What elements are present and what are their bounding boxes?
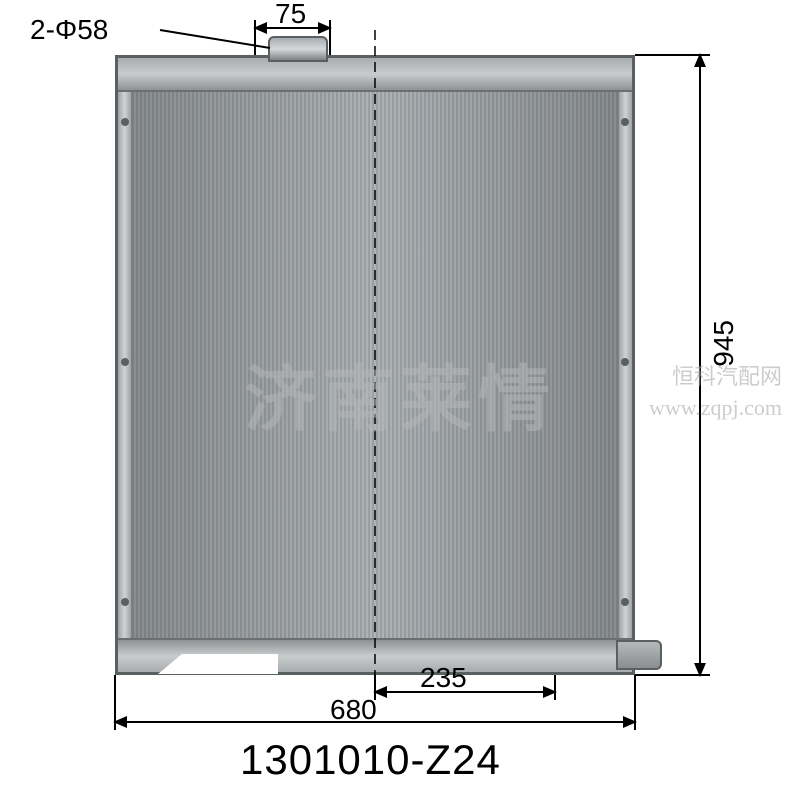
- dim-top-offset: 75: [275, 0, 306, 30]
- bolt-icon: [121, 598, 129, 606]
- dim-port-spec: 2-Φ58: [30, 14, 108, 46]
- dim-width: 680: [330, 694, 377, 726]
- bolt-icon: [621, 598, 629, 606]
- bolt-icon: [621, 118, 629, 126]
- bolt-icon: [121, 118, 129, 126]
- part-number: 1301010-Z24: [240, 736, 501, 784]
- radiator-outlet-port: [616, 640, 662, 670]
- radiator-inlet-port: [268, 36, 328, 62]
- radiator-core-fins: [132, 92, 618, 638]
- dim-bottom-offset: 235: [420, 662, 467, 694]
- watermark-right: 恒科汽配网 www.zqpj.com: [649, 362, 782, 424]
- watermark-right-line1: 恒科汽配网: [649, 362, 782, 393]
- watermark-right-line2: www.zqpj.com: [649, 393, 782, 424]
- dim-height: 945: [708, 320, 740, 367]
- bolt-icon: [621, 358, 629, 366]
- radiator-top-tank: [118, 58, 632, 92]
- radiator-body: [115, 55, 635, 675]
- diagram-stage: 2-Φ58 75 945 235 680 1301010-Z24 济南莱情 恒科…: [0, 0, 800, 786]
- bolt-icon: [121, 358, 129, 366]
